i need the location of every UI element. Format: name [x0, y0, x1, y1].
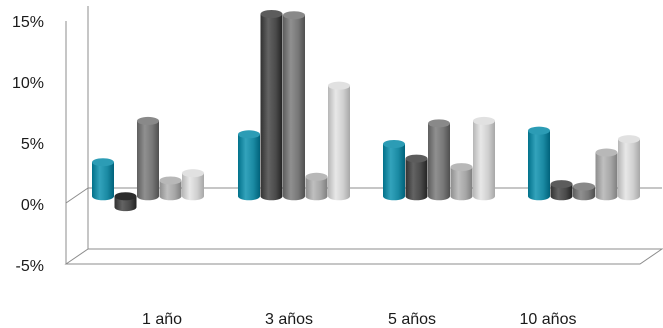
y-tick-label: 10% [12, 75, 44, 92]
chart-floor [64, 248, 663, 265]
bar-body [114, 196, 137, 212]
bar-cap [595, 148, 618, 157]
bar-cap [114, 192, 137, 201]
bar-cap [428, 119, 450, 128]
bar-body [182, 173, 204, 201]
y-tick-label: -5% [16, 258, 44, 275]
bar-cap [573, 182, 595, 191]
bar [182, 169, 204, 201]
bar-body [595, 152, 618, 201]
bar-body [383, 144, 405, 201]
bar-cap [383, 140, 405, 149]
bar [114, 192, 137, 212]
bar [238, 130, 260, 201]
x-category-label: 1 año [142, 311, 182, 328]
bar-cap [405, 154, 428, 163]
bar-body [528, 130, 550, 201]
bar-body [450, 167, 473, 201]
bar-body [328, 85, 350, 201]
bar [450, 163, 473, 201]
bars-group [92, 10, 640, 212]
bar [328, 81, 350, 201]
y-tick-label: 15% [12, 14, 44, 31]
bar-cap [137, 116, 159, 125]
zero-baseline-front [65, 187, 89, 204]
bar-body [473, 120, 495, 201]
bar [283, 11, 305, 201]
bar-body [159, 180, 182, 201]
bar [618, 135, 640, 201]
bar-body [550, 184, 573, 201]
bar-cap [473, 116, 495, 125]
y-tick-label: 5% [21, 136, 44, 153]
bar [428, 119, 450, 201]
bar-body [305, 176, 328, 201]
bar [383, 140, 405, 201]
bar-cap [92, 158, 114, 167]
y-tick-label: 0% [21, 197, 44, 214]
bar [550, 180, 573, 201]
bar-cap [238, 130, 260, 139]
bar [92, 158, 114, 201]
bar-body [618, 139, 640, 201]
bar-cap [328, 81, 350, 90]
bar-cap [450, 163, 473, 172]
bar-body [428, 123, 450, 201]
bar [260, 10, 283, 201]
bar-body [137, 120, 159, 201]
bar [137, 116, 159, 201]
x-category-label: 5 años [388, 311, 436, 328]
x-category-label: 10 años [520, 311, 577, 328]
bar-body [260, 14, 283, 201]
bar-cap [550, 180, 573, 189]
bar-cap [283, 11, 305, 20]
bar [573, 182, 595, 201]
bar-cap [182, 169, 204, 178]
bar [528, 126, 550, 201]
bar [305, 172, 328, 201]
bar-cap [305, 172, 328, 181]
bar-body [405, 158, 428, 201]
bar-cap [618, 135, 640, 144]
bar-body [283, 15, 305, 201]
x-category-label: 3 años [265, 311, 313, 328]
bar-body [238, 134, 260, 201]
bar-body [92, 162, 114, 201]
bar [595, 148, 618, 201]
bar [473, 116, 495, 201]
bar-cap [260, 10, 283, 18]
bar [405, 154, 428, 201]
bar-cap [159, 176, 182, 185]
bar [159, 176, 182, 201]
bar-cap [528, 126, 550, 135]
